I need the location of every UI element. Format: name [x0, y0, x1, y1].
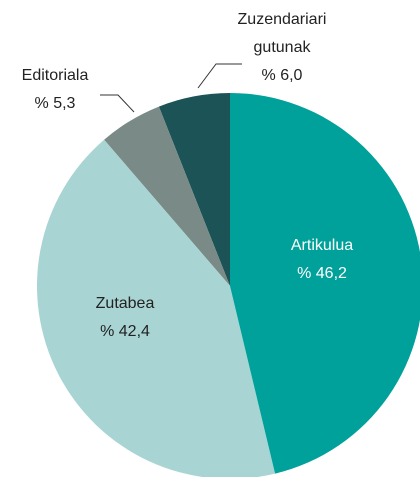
- slice-label: Zutabea % 42,4: [65, 290, 185, 346]
- slice-label: Artikulua % 46,2: [262, 232, 382, 288]
- leader-line: [197, 63, 242, 89]
- category-label: Editoriala: [21, 67, 89, 84]
- pie-slice: [158, 93, 230, 286]
- pie-slice: [230, 93, 420, 474]
- leader-line: [100, 94, 135, 113]
- value-label: % 5,3: [34, 95, 76, 112]
- value-label: % 42,4: [100, 323, 150, 340]
- pie-slice: [104, 106, 230, 287]
- slice-label: Editoriala % 5,3: [0, 62, 115, 118]
- category-label: Zuzendariari gutunak: [237, 11, 327, 56]
- value-label: % 46,2: [297, 265, 347, 282]
- slice-label: Zuzendariari gutunak % 6,0: [227, 6, 337, 90]
- pie-slice: [37, 139, 276, 477]
- category-label: Zutabea: [95, 295, 155, 312]
- value-label: % 6,0: [261, 67, 303, 84]
- category-label: Artikulua: [290, 237, 354, 254]
